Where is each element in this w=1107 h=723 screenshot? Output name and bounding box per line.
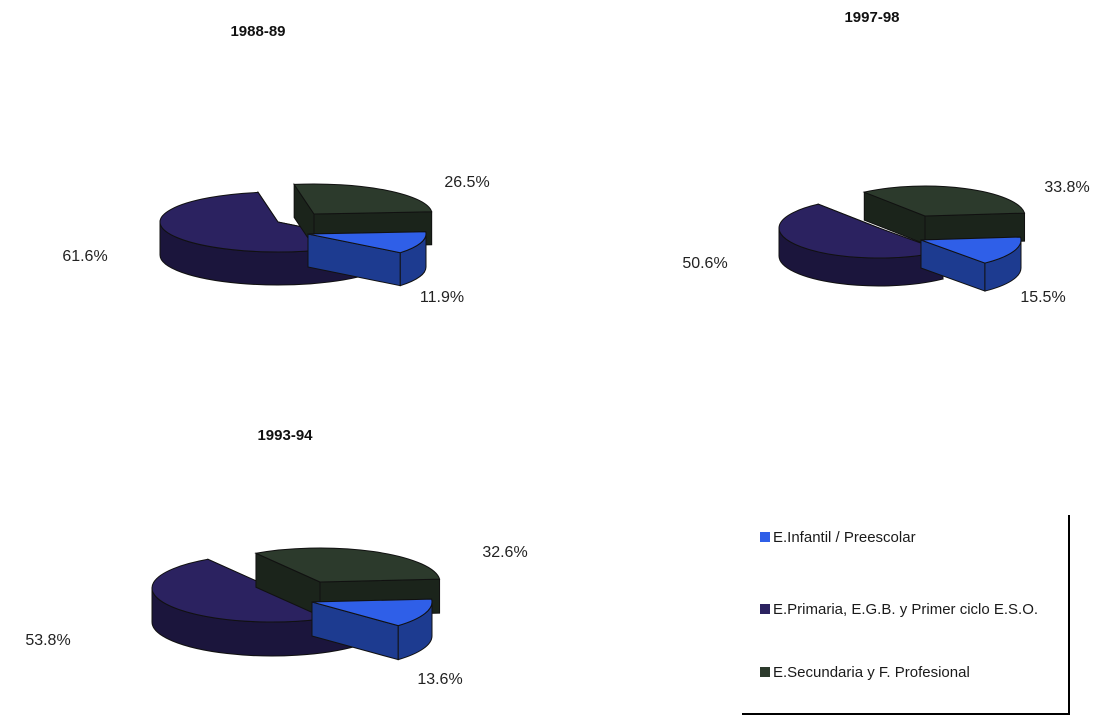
pie-chart-199394: 1993-94 13.6% 53.8% 32.6% bbox=[25, 427, 527, 688]
legend-label-infantil: E.Infantil / Preescolar bbox=[773, 529, 916, 546]
pie-chart-198889: 1988-89 11.9% 61.6% 26.5% bbox=[62, 23, 489, 306]
legend-label-primaria: E.Primaria, E.G.B. y Primer ciclo E.S.O. bbox=[773, 601, 1039, 618]
pie-slice-infantil-198889 bbox=[307, 231, 427, 287]
legend-swatch-infantil bbox=[760, 532, 770, 542]
slice-secundaria-199798-top bbox=[862, 185, 1026, 217]
slice-infantil-199394-top bbox=[311, 598, 433, 627]
legend-swatch-primaria bbox=[760, 604, 770, 614]
pie-slice-infantil-199394 bbox=[311, 598, 433, 661]
data-label-primaria-199798: 50.6% bbox=[682, 255, 727, 272]
slice-primaria-199798-top bbox=[778, 203, 945, 259]
data-label-secundaria-199394: 32.6% bbox=[482, 544, 527, 561]
data-label-primaria-199394: 53.8% bbox=[25, 632, 70, 649]
slice-secundaria-199394-top bbox=[254, 547, 441, 583]
pie-slice-secundaria-199798 bbox=[862, 185, 1026, 245]
legend-label-secundaria: E.Secundaria y F. Profesional bbox=[773, 664, 970, 681]
slice-infantil-198889-top bbox=[307, 231, 427, 254]
legend-item-primaria: E.Primaria, E.G.B. y Primer ciclo E.S.O. bbox=[760, 601, 1060, 619]
data-label-secundaria-198889: 26.5% bbox=[444, 174, 489, 191]
legend-item-infantil: E.Infantil / Preescolar bbox=[760, 529, 1060, 547]
pie-title-198889: 1988-89 bbox=[230, 23, 285, 40]
pie-title-199394: 1993-94 bbox=[257, 427, 313, 444]
slice-infantil-199798-top bbox=[920, 236, 1022, 264]
pie-slice-infantil-199798 bbox=[920, 236, 1022, 292]
legend-item-secundaria: E.Secundaria y F. Profesional bbox=[760, 664, 1060, 682]
slice-secundaria-198889-top bbox=[293, 183, 433, 215]
data-label-infantil-199394: 13.6% bbox=[417, 671, 462, 688]
data-label-primaria-198889: 61.6% bbox=[62, 248, 107, 265]
data-label-infantil-198889: 11.9% bbox=[420, 289, 464, 306]
data-label-secundaria-199798: 33.8% bbox=[1044, 179, 1089, 196]
pie-title-199798: 1997-98 bbox=[844, 9, 899, 26]
data-label-infantil-199798: 15.5% bbox=[1020, 289, 1065, 306]
legend-swatch-secundaria bbox=[760, 667, 770, 677]
pie-chart-199798: 1997-98 15.5% 50.6% 33.8% bbox=[682, 9, 1089, 306]
legend: E.Infantil / Preescolar E.Primaria, E.G.… bbox=[742, 515, 1070, 715]
